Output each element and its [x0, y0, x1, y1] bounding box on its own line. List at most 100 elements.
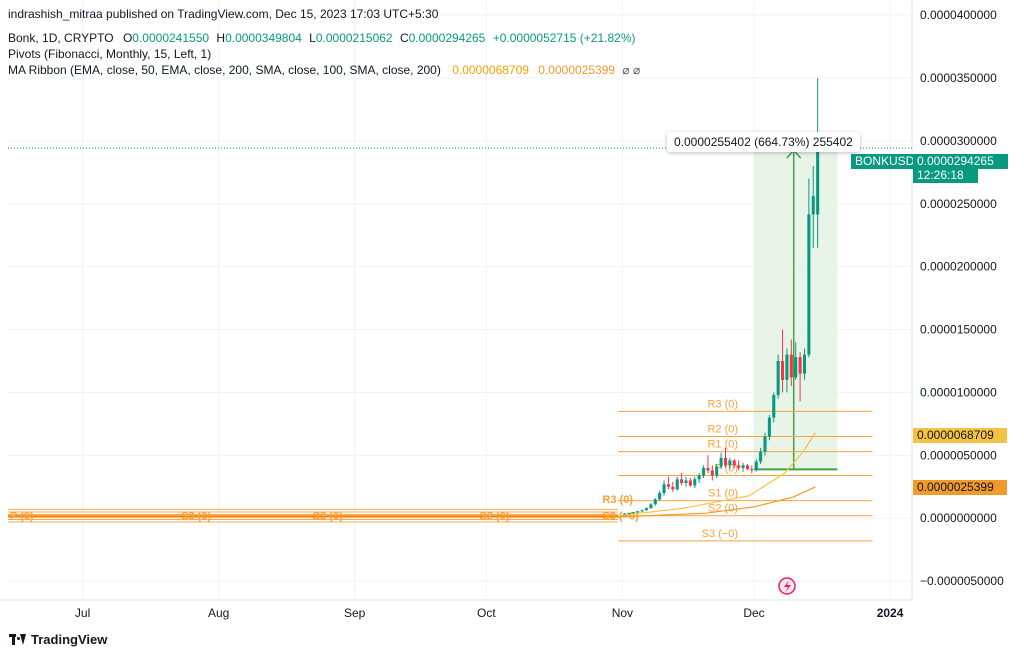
- candle-body: [772, 394, 776, 418]
- price-tick-label: 0.0000350000: [920, 71, 997, 85]
- last-price-tag: 0.0000294265: [913, 154, 1008, 169]
- candle-body: [693, 479, 697, 486]
- candle-body: [644, 508, 649, 511]
- time-axis[interactable]: Jul Aug Sep Oct Nov Dec 2024: [0, 599, 912, 620]
- candle-body: [662, 484, 666, 494]
- candle-body: [789, 354, 793, 378]
- countdown-tag: 12:26:18: [913, 168, 978, 183]
- ma-tag-1: 0.0000068709: [913, 428, 1007, 443]
- candle-body: [627, 512, 631, 514]
- open-label: O: [122, 31, 133, 45]
- candle-body: [776, 361, 780, 395]
- candle-body: [737, 465, 741, 468]
- low-value: 0.0000215062: [315, 31, 393, 45]
- candle-body: [623, 513, 627, 515]
- high-value: 0.0000349804: [225, 31, 302, 45]
- early-price-band: P (0) S3 (0) S3 (0) S2 (0)R3 (0)S3 (−0): [8, 494, 639, 523]
- ma-ribbon-lines: [617, 432, 817, 518]
- ma-ribbon-label: MA Ribbon (EMA, close, 50, EMA, close, 2…: [8, 63, 441, 77]
- publisher-line: indrashish_mitraa published on TradingVi…: [8, 7, 439, 21]
- candle-body: [680, 479, 684, 484]
- candle-body: [811, 196, 815, 215]
- historical-pivot-label: R3 (0): [602, 494, 633, 506]
- time-tick-label: Aug: [208, 606, 229, 620]
- measure-label: 0.0000255402 (664.73%) 255402: [667, 132, 860, 152]
- time-tick-label: Nov: [612, 606, 633, 620]
- candle-body: [684, 480, 688, 484]
- price-axis[interactable]: 0.0000400000 0.0000350000 0.0000300000 0.00…: [911, 0, 1004, 600]
- ohlc-legend: Bonk, 1D, CRYPTO O0.0000241550 H0.000034…: [8, 31, 636, 45]
- time-tick-label: Jul: [75, 606, 90, 620]
- candle-body: [688, 480, 692, 486]
- ma-value-1: 0.0000068709: [452, 63, 529, 77]
- candle-body: [671, 486, 675, 490]
- flash-icon[interactable]: [778, 577, 796, 595]
- candle-body: [785, 354, 789, 380]
- symbol-label: Bonk, 1D, CRYPTO: [8, 31, 114, 45]
- candle-body: [767, 417, 771, 437]
- candle-body: [741, 465, 745, 468]
- candle-body: [706, 467, 710, 471]
- time-tick-label: 2024: [877, 606, 904, 620]
- ma-value-2: 0.0000025399: [538, 63, 616, 77]
- symbol-tag: BONKUSD: [851, 154, 919, 169]
- price-tick-label: 0.0000300000: [920, 134, 997, 148]
- ma-ribbon-legend[interactable]: MA Ribbon (EMA, close, 50, EMA, close, 2…: [8, 63, 640, 77]
- candle-body: [750, 469, 754, 471]
- candle-body: [798, 357, 802, 374]
- price-tick-label: 0.0000000000: [920, 511, 997, 525]
- candle-body: [728, 460, 732, 466]
- historical-pivot-label: S3 (0): [313, 510, 343, 522]
- ema-50-line: [617, 432, 817, 517]
- time-tick-label: Oct: [477, 606, 496, 620]
- candle-body: [763, 436, 767, 452]
- close-value: 0.0000294265: [408, 31, 486, 45]
- candle-body: [636, 511, 640, 513]
- candles: [623, 78, 820, 515]
- candle-body: [807, 214, 811, 355]
- candle-body: [794, 357, 798, 378]
- candle-body: [666, 484, 670, 487]
- price-tick-label: 0.0000150000: [920, 323, 997, 337]
- pivot-label: S1 (0): [708, 488, 738, 500]
- measure-tool[interactable]: [754, 147, 838, 471]
- close-label: C: [399, 31, 409, 45]
- measure-box: [754, 148, 838, 470]
- price-tick-label: 0.0000250000: [920, 197, 997, 211]
- pivots-legend[interactable]: Pivots (Fibonacci, Monthly, 15, Left, 1): [8, 47, 212, 61]
- candle-body: [754, 461, 758, 470]
- price-tick-label: 0.0000200000: [920, 260, 997, 274]
- candle-body: [802, 354, 807, 374]
- candle-body: [653, 499, 657, 505]
- pivot-label: R3 (0): [707, 398, 738, 410]
- candle-body: [719, 457, 723, 467]
- price-tick-label: 0.0000400000: [920, 8, 997, 22]
- ma-tag-2: 0.0000025399: [913, 480, 1007, 495]
- ema-200-line: [617, 486, 816, 518]
- time-tick-label: Sep: [344, 606, 366, 620]
- candle-body: [732, 460, 736, 466]
- candle-body: [658, 493, 662, 500]
- historical-pivot-label: S2 (0): [480, 510, 510, 522]
- pivot-label: S3 (−0): [702, 528, 738, 540]
- tradingview-icon: [9, 634, 27, 645]
- candle-body: [710, 470, 714, 476]
- chart-grid: [8, 0, 912, 600]
- high-label: H: [216, 31, 226, 45]
- candle-body: [759, 451, 763, 462]
- candle-body: [723, 457, 728, 466]
- visibility-icon[interactable]: ⌀ ⌀: [622, 63, 641, 77]
- price-tick-label: 0.0000050000: [920, 448, 997, 462]
- candle-body: [715, 466, 719, 476]
- pivot-label: R1 (0): [707, 439, 738, 451]
- pivot-label: S2 (0): [708, 503, 738, 515]
- candle-body: [781, 361, 785, 380]
- candle-body: [702, 467, 706, 476]
- pivot-label: R2 (0): [707, 423, 738, 435]
- tradingview-logo[interactable]: TradingView: [9, 632, 107, 647]
- candle-body: [675, 479, 679, 490]
- brand-text: TradingView: [31, 632, 108, 647]
- candle-body: [816, 148, 820, 215]
- change-value: +0.0000052715 (+21.82%): [492, 31, 636, 45]
